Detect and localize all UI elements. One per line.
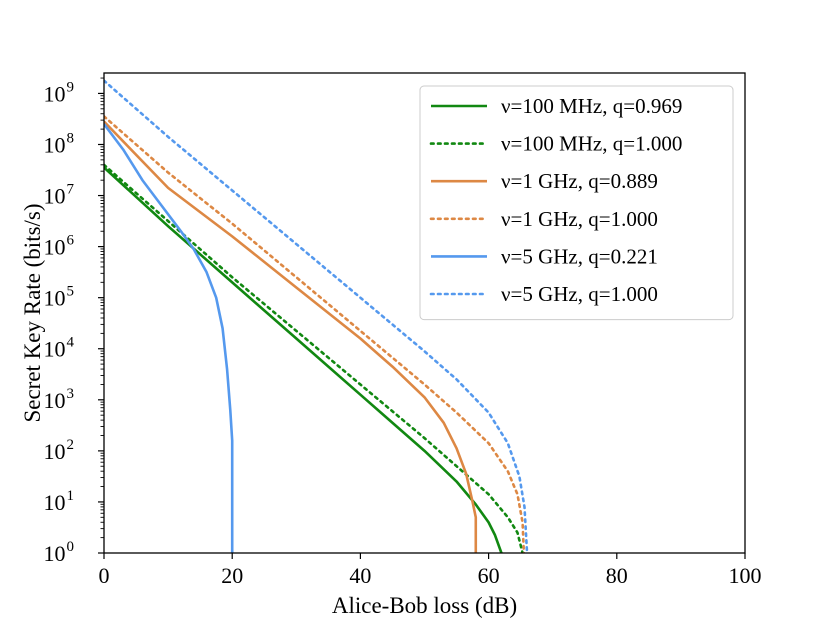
y-tick-exponent: 1 bbox=[67, 488, 75, 504]
y-tick-label: 109 bbox=[44, 79, 75, 106]
legend-label-2: ν=100 MHz, q=1.000 bbox=[501, 132, 682, 156]
y-tick-exponent: 3 bbox=[67, 386, 75, 402]
series-line-1 bbox=[104, 166, 503, 553]
y-tick-exponent: 4 bbox=[67, 335, 75, 351]
x-tick-label: 100 bbox=[729, 563, 762, 588]
y-tick-exponent: 0 bbox=[67, 539, 75, 555]
legend-box bbox=[419, 85, 734, 321]
y-tick-exponent: 7 bbox=[67, 182, 75, 198]
y-axis-label: Secret Key Rate (bits/s) bbox=[20, 203, 45, 422]
y-tick-label: 105 bbox=[44, 284, 75, 311]
x-tick-label: 80 bbox=[606, 563, 628, 588]
x-axis-label: Alice-Bob loss (dB) bbox=[332, 593, 517, 618]
legend-label-4: ν=1 GHz, q=1.000 bbox=[501, 207, 658, 231]
x-axis-ticks: 0 20 40 60 80 100 bbox=[99, 553, 762, 588]
series-line-2 bbox=[104, 163, 524, 553]
y-tick-exponent: 9 bbox=[67, 79, 75, 95]
series-line-3 bbox=[104, 120, 478, 553]
y-tick-label: 102 bbox=[44, 437, 75, 464]
legend-label-6: ν=5 GHz, q=1.000 bbox=[501, 282, 658, 306]
plot-area bbox=[103, 72, 746, 554]
legend-label-1: ν=100 MHz, q=0.969 bbox=[501, 94, 682, 118]
legend-label-5: ν=5 GHz, q=0.221 bbox=[501, 244, 658, 268]
y-tick-label: 106 bbox=[44, 233, 75, 260]
series-line-6 bbox=[104, 79, 529, 553]
x-tick-label: 40 bbox=[349, 563, 371, 588]
y-tick-label: 103 bbox=[44, 386, 75, 413]
legend-label-3: ν=1 GHz, q=0.889 bbox=[501, 169, 658, 193]
y-tick-label: 107 bbox=[44, 182, 75, 209]
y-tick-label: 100 bbox=[44, 539, 75, 566]
legend: ν=100 MHz, q=0.969 ν=100 MHz, q=1.000 ν=1 … bbox=[419, 85, 734, 321]
x-tick-label: 60 bbox=[478, 563, 500, 588]
series-layer bbox=[104, 79, 529, 553]
y-tick-exponent: 6 bbox=[67, 233, 75, 249]
series-line-4 bbox=[104, 115, 526, 553]
y-tick-exponent: 5 bbox=[67, 284, 75, 300]
y-tick-exponent: 8 bbox=[67, 130, 75, 146]
series-line-5 bbox=[104, 123, 234, 553]
y-tick-label: 104 bbox=[44, 335, 75, 362]
x-tick-label: 0 bbox=[99, 563, 110, 588]
y-tick-label: 101 bbox=[44, 488, 75, 515]
x-tick-label: 20 bbox=[221, 563, 243, 588]
y-tick-label: 108 bbox=[44, 130, 75, 157]
y-tick-exponent: 2 bbox=[67, 437, 75, 453]
